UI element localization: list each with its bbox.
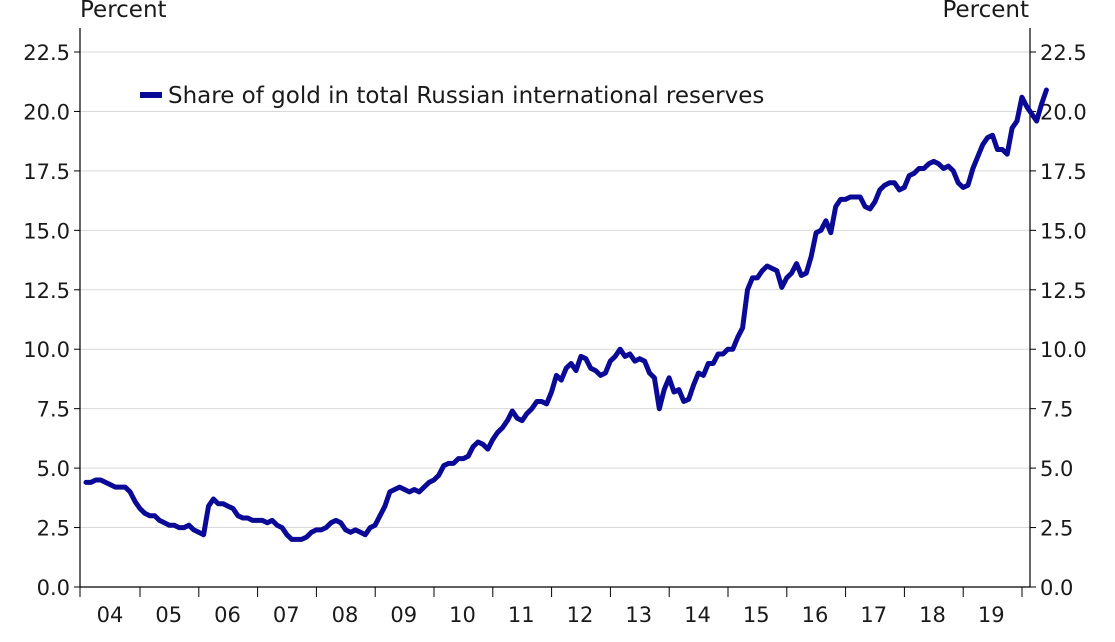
- y-tick-label-left: 7.5: [37, 398, 70, 422]
- x-tick-label: 18: [919, 603, 946, 627]
- right-axis-unit-label: Percent: [942, 0, 1029, 23]
- y-tick-label-left: 0.0: [37, 576, 70, 600]
- x-tick-label: 15: [743, 603, 770, 627]
- y-tick-label-left: 5.0: [37, 457, 70, 481]
- gridlines: [80, 51, 1030, 529]
- axes: 0.0 0.0 2.5 2.5 5.0 5.0 7.5 7.5 10.0 10.0 12.5 12.5…: [23, 28, 1087, 627]
- series-layer: [83, 87, 1049, 542]
- series-line-gold-share: [83, 87, 1049, 542]
- x-tick-label: 10: [449, 603, 476, 627]
- x-tick-label: 16: [802, 603, 829, 627]
- y-tick-label-right: 17.5: [1040, 160, 1087, 184]
- x-tick-label: 09: [390, 603, 417, 627]
- y-tick-label-left: 2.5: [37, 517, 70, 541]
- y-tick-label-left: 12.5: [23, 279, 70, 303]
- y-tick-label-left: 20.0: [23, 100, 70, 124]
- x-tick-label: 12: [567, 603, 594, 627]
- y-tick-label-left: 17.5: [23, 160, 70, 184]
- y-tick-label-left: 22.5: [23, 41, 70, 65]
- y-tick-label-left: 10.0: [23, 338, 70, 362]
- x-tick-label: 04: [97, 603, 124, 627]
- x-tick-label: 19: [978, 603, 1005, 627]
- y-tick-label-right: 10.0: [1040, 338, 1087, 362]
- y-tick-label-right: 2.5: [1040, 517, 1073, 541]
- y-tick-label-right: 7.5: [1040, 398, 1073, 422]
- x-tick-label: 13: [625, 603, 652, 627]
- legend: Share of gold in total Russian internati…: [140, 83, 764, 109]
- y-tick-label-right: 12.5: [1040, 279, 1087, 303]
- y-tick-label-right: 22.5: [1040, 41, 1087, 65]
- y-tick-label-right: 0.0: [1040, 576, 1073, 600]
- y-tick-label-left: 15.0: [23, 219, 70, 243]
- x-tick-label: 08: [332, 603, 359, 627]
- y-tick-label-right: 15.0: [1040, 219, 1087, 243]
- x-tick-label: 07: [273, 603, 300, 627]
- x-tick-label: 06: [214, 603, 241, 627]
- y-tick-label-right: 20.0: [1040, 100, 1087, 124]
- y-tick-label-right: 5.0: [1040, 457, 1073, 481]
- x-tick-label: 17: [860, 603, 887, 627]
- left-axis-unit-label: Percent: [80, 0, 167, 23]
- x-tick-label: 05: [155, 603, 182, 627]
- x-tick-label: 11: [508, 603, 535, 627]
- legend-label: Share of gold in total Russian internati…: [168, 83, 764, 109]
- x-tick-label: 14: [684, 603, 711, 627]
